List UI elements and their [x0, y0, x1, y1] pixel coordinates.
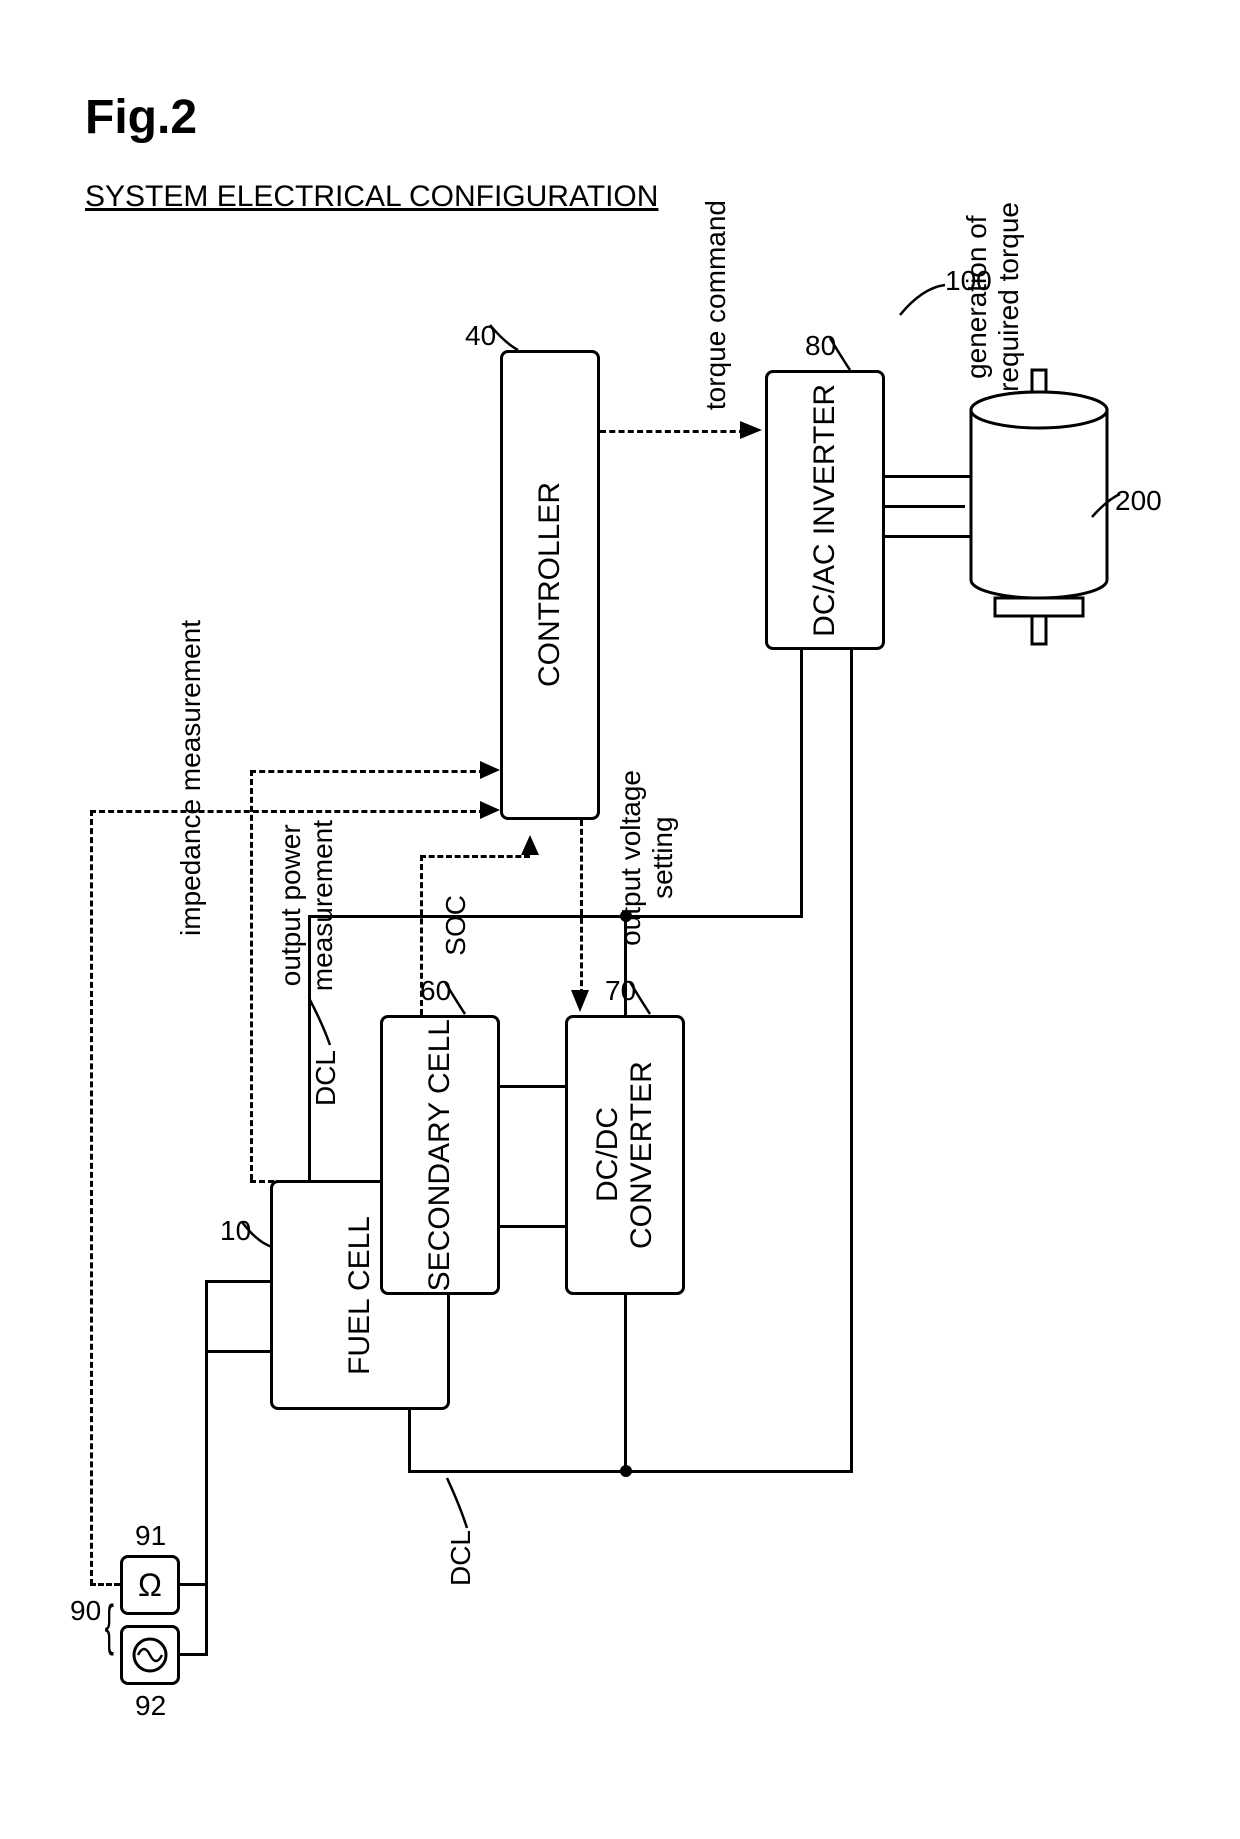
dcl-top-h [308, 915, 802, 918]
soc-label: SOC [440, 895, 472, 963]
d-soc-v [420, 855, 423, 1015]
dcl-bot-v2 [850, 650, 853, 1473]
figure-subtitle: SYSTEM ELECTRICAL CONFIGURATION [85, 180, 658, 214]
d-ov-v [580, 820, 583, 995]
dcl-top-label: DCL [310, 1050, 342, 1113]
node-dcdc-bot [618, 1463, 634, 1479]
d-imp-h1 [90, 1583, 120, 1586]
leader-dcl-top [305, 1000, 335, 1050]
output-power-label: output power measurement [275, 820, 339, 998]
arrow-imp [480, 798, 505, 823]
ac-icon [130, 1635, 170, 1675]
figure-title: Fig.2 [85, 90, 197, 145]
leader-10 [242, 1222, 277, 1252]
phase-line-2 [885, 505, 965, 508]
leader-80 [830, 338, 860, 373]
leader-60 [445, 982, 475, 1017]
ref-ac: 92 [135, 1690, 166, 1722]
arrow-tc [740, 418, 768, 443]
sec-dcdc-2 [500, 1225, 565, 1228]
d-pow-h [250, 770, 485, 773]
imp-v-up [205, 1280, 208, 1620]
arrow-ov [568, 990, 593, 1018]
dcl-bot-label: DCL [445, 1530, 477, 1593]
brace-90: { [105, 1592, 114, 1657]
arrow-pow [480, 758, 505, 783]
arrow-soc [518, 827, 543, 857]
controller-label: CONTROLLER [533, 482, 567, 687]
dcdc-bot-stub [624, 1295, 627, 1473]
secondary-cell-label: SECONDARY CELL [423, 1019, 457, 1291]
fuel-cell-label: FUEL CELL [343, 1216, 377, 1375]
imp-h2 [180, 1653, 205, 1656]
impedance-label: impedance measurement [175, 620, 207, 943]
imp-h1 [180, 1583, 205, 1586]
dcdc-block: DC/DC CONVERTER [565, 1015, 685, 1295]
controller-block: CONTROLLER [500, 350, 600, 820]
phase-line-3 [885, 535, 970, 538]
leader-70 [630, 982, 660, 1017]
ref-ohm: 91 [135, 1520, 166, 1552]
ref-motor: 200 [1115, 485, 1162, 517]
ref-impedance-unit: 90 [70, 1595, 101, 1627]
diagram-canvas: Fig.2 SYSTEM ELECTRICAL CONFIGURATION 10… [0, 0, 1240, 1839]
d-pow-v [250, 770, 253, 1180]
imp-h-to-fc-top [205, 1280, 270, 1283]
imp-h-to-fc-bot [205, 1350, 270, 1353]
output-voltage-label: output voltage setting [615, 770, 679, 953]
dcdc-label: DC/DC CONVERTER [591, 1018, 659, 1292]
torque-gen-label: generation of required torque [930, 170, 1025, 431]
dcl-top-v2 [800, 650, 803, 918]
leader-40 [490, 325, 520, 355]
ohm-box: Ω [120, 1555, 180, 1615]
leader-200 [1092, 492, 1122, 522]
secondary-cell-block: SECONDARY CELL [380, 1015, 500, 1295]
d-imp-v [90, 810, 93, 1585]
d-tc-h [600, 430, 745, 433]
inverter-label: DC/AC INVERTER [808, 384, 842, 637]
inverter-block: DC/AC INVERTER [765, 370, 885, 650]
d-soc-h [420, 855, 530, 858]
phase-line-1 [885, 475, 970, 478]
d-pow-h0 [250, 1180, 310, 1183]
leader-dcl-bot [442, 1478, 472, 1533]
d-imp-h2 [90, 810, 485, 813]
dcl-bot-stub-fc [408, 1410, 411, 1470]
ac-box [120, 1625, 180, 1685]
sec-dcdc-1 [500, 1085, 565, 1088]
torque-cmd-label: torque command [700, 200, 732, 417]
